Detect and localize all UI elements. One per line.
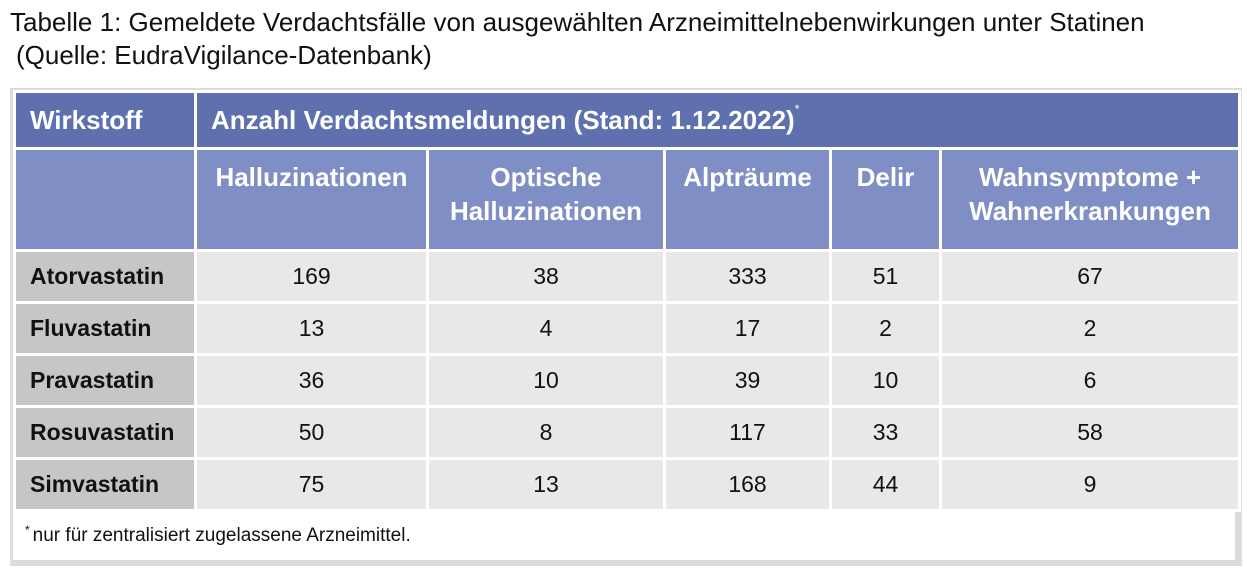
column-header-line: Delir [856,162,915,192]
table-cell: 169 [194,249,429,304]
table-cell: 13 [194,301,429,356]
table-cell: 44 [829,457,942,512]
table-cell: 13 [426,457,666,512]
row-label: Simvastatin [13,457,197,512]
header-wirkstoff: Wirkstoff [13,90,197,150]
column-header-line: Halluzinationen [449,196,643,226]
row-label: Pravastatin [13,353,197,408]
footnote-mark: * [25,523,30,537]
table-cell: 168 [663,457,832,512]
column-header-line: Halluzinationen [215,162,408,192]
table-frame: Wirkstoff Anzahl Verdachtsmeldungen (Sta… [10,88,1242,566]
caption-title: Tabelle 1: Gemeldete Verdachtsfälle von … [10,7,1145,37]
table-cell: 39 [663,353,832,408]
table-cell: 50 [194,405,429,460]
table-cell: 2 [939,301,1241,356]
table-row: Pravastatin 36 10 39 10 6 [13,353,1241,408]
table-cell: 117 [663,405,832,460]
footnote-text: nur für zentralisiert zugelassene Arznei… [32,525,411,546]
header-row-main: Wirkstoff Anzahl Verdachtsmeldungen (Sta… [13,90,1241,150]
table-cell: 4 [426,301,666,356]
column-header: Alpträume [663,147,832,252]
table-cell: 6 [939,353,1241,408]
table-row: Simvastatin 75 13 168 44 9 [13,457,1241,512]
header-empty-cell [13,147,197,252]
row-label: Rosuvastatin [13,405,197,460]
table-cell: 10 [829,353,942,408]
column-header-line: Wahnerkrankungen [969,196,1211,226]
header-anzahl: Anzahl Verdachtsmeldungen (Stand: 1.12.2… [194,90,1241,150]
table-row: Atorvastatin 169 38 333 51 67 [13,249,1241,304]
table-caption: Tabelle 1: Gemeldete Verdachtsfälle von … [10,6,1240,72]
table-row: Rosuvastatin 50 8 117 33 58 [13,405,1241,460]
table-cell: 2 [829,301,942,356]
column-header-line: Wahnsymptome + [978,162,1202,192]
table-cell: 9 [939,457,1241,512]
table-cell: 8 [426,405,666,460]
table-cell: 10 [426,353,666,408]
table-cell: 67 [939,249,1241,304]
header-row-columns: Halluzinationen Optische Halluzinationen … [13,147,1241,252]
column-header: Delir [829,147,942,252]
table-row: Fluvastatin 13 4 17 2 2 [13,301,1241,356]
data-table: Wirkstoff Anzahl Verdachtsmeldungen (Sta… [13,90,1241,512]
header-footnote-mark: * [794,101,800,116]
header-anzahl-label: Anzahl Verdachtsmeldungen (Stand: 1.12.2… [211,104,795,135]
column-header: Halluzinationen [194,147,429,252]
table-cell: 51 [829,249,942,304]
table-cell: 38 [426,249,666,304]
table-cell: 75 [194,457,429,512]
table-cell: 333 [663,249,832,304]
row-label: Atorvastatin [13,249,197,304]
table-cell: 33 [829,405,942,460]
row-label: Fluvastatin [13,301,197,356]
table-cell: 58 [939,405,1241,460]
column-header-line: Alpträume [683,162,812,192]
caption-source: (Quelle: EudraVigilance-Datenbank) [16,40,432,70]
table-footnote: * nur für zentralisiert zugelassene Arzne… [13,512,1235,560]
table-cell: 36 [194,353,429,408]
table-cell: 17 [663,301,832,356]
column-header-line: Optische [490,162,602,192]
column-header: Wahnsymptome + Wahnerkrankungen [939,147,1241,252]
column-header: Optische Halluzinationen [426,147,666,252]
